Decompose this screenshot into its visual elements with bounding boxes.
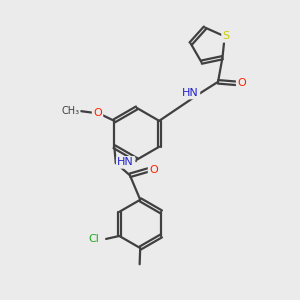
- Text: O: O: [237, 78, 246, 88]
- Text: CH₃: CH₃: [61, 106, 79, 116]
- Text: O: O: [93, 108, 102, 118]
- Text: O: O: [149, 165, 158, 175]
- Text: HN: HN: [182, 88, 199, 98]
- Text: HN: HN: [117, 158, 134, 167]
- Text: Cl: Cl: [89, 234, 100, 244]
- Text: S: S: [223, 31, 230, 41]
